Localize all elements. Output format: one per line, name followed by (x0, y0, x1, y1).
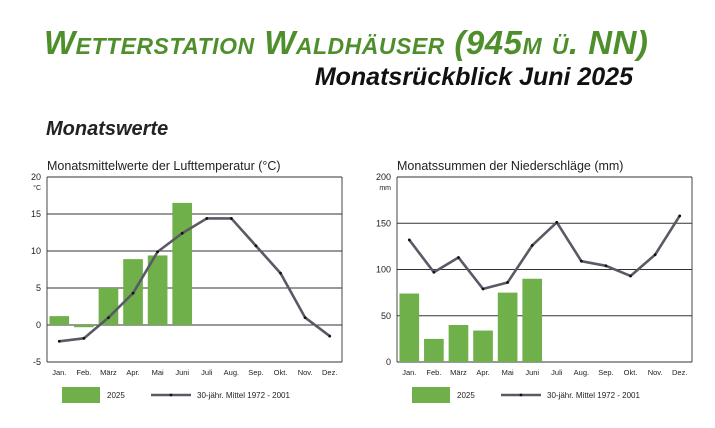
mean-point-März (457, 256, 460, 259)
mean-point-Jan. (407, 238, 411, 242)
bar-Jan. (399, 293, 420, 362)
mean-point-Apr. (481, 287, 485, 291)
mean-point-Juni (180, 231, 184, 235)
y-unit-label: °C (33, 184, 41, 192)
mean-point-Sep. (604, 264, 608, 268)
x-tick-label: Nov. (298, 368, 313, 377)
legend-label-line: 30-jähr. Mittel 1972 - 2001 (547, 391, 640, 400)
mean-point-Okt. (629, 274, 632, 278)
mean-point-Dez. (328, 334, 332, 338)
x-tick-label: März (100, 368, 117, 377)
mean-point-Jan. (57, 339, 61, 343)
section-heading: Monatswerte (46, 118, 169, 140)
legend-label-line: 30-jähr. Mittel 1972 - 2001 (197, 391, 290, 400)
x-tick-label: Juni (175, 368, 189, 377)
y-tick-label: 50 (381, 311, 391, 321)
mean-line (408, 215, 681, 291)
bar-März (448, 325, 469, 362)
mean-point-Sep. (254, 244, 258, 248)
y-tick-label: -5 (33, 357, 41, 367)
legend-label-bar: 2025 (107, 391, 125, 400)
y-tick-label: 15 (31, 209, 41, 219)
legend-swatch-marker (519, 393, 523, 397)
mean-point-Apr. (131, 291, 135, 295)
bar-Feb. (424, 338, 444, 362)
chart-title: Monatssummen der Niederschläge (mm) (397, 159, 623, 173)
mean-line (59, 217, 331, 343)
legend-swatch-bar (62, 387, 100, 403)
page-subtitle: Monatsrückblick Juni 2025 (314, 63, 633, 91)
mean-point-Juni (530, 244, 534, 247)
mean-point-Nov. (653, 253, 657, 257)
page-title: Wetterstation Waldhäuser (945m ü. NN) (44, 24, 649, 61)
x-tick-label: Jan. (52, 368, 66, 377)
x-tick-label: Okt. (274, 368, 288, 377)
x-tick-label: Feb. (426, 368, 441, 377)
y-tick-label: 0 (386, 357, 391, 367)
x-tick-label: Sep. (248, 368, 263, 377)
y-tick-label: 100 (376, 265, 391, 275)
mean-point-Mai (156, 250, 160, 254)
x-tick-label: Okt. (624, 368, 638, 377)
x-tick-label: Juli (551, 368, 563, 377)
legend-label-bar: 2025 (457, 391, 475, 400)
x-tick-label: Apr. (126, 368, 139, 377)
mean-point-Dez. (678, 214, 682, 218)
legend-swatch-marker (169, 393, 173, 397)
x-tick-label: Juni (525, 368, 539, 377)
y-tick-label: 200 (376, 172, 391, 182)
x-tick-label: Apr. (476, 368, 489, 377)
x-tick-label: Mai (152, 368, 164, 377)
x-tick-label: Sep. (598, 368, 613, 377)
x-tick-label: Jan. (402, 368, 416, 377)
legend-swatch-bar (412, 387, 450, 403)
mean-point-Feb. (82, 336, 86, 340)
bar-März (98, 288, 119, 325)
mean-point-Juli (205, 217, 209, 220)
bar-Feb. (74, 325, 94, 328)
x-tick-label: Nov. (648, 368, 663, 377)
x-tick-label: Juli (201, 368, 213, 377)
bar-Apr. (473, 330, 493, 362)
x-tick-label: Aug. (224, 368, 239, 377)
mean-point-Nov. (303, 316, 307, 319)
mean-point-Juli (555, 220, 559, 224)
y-tick-label: 0 (36, 320, 41, 330)
bar-Jan. (49, 316, 70, 325)
bar-Juni (522, 278, 543, 362)
mean-point-Okt. (279, 271, 282, 275)
y-tick-label: 20 (31, 172, 41, 182)
y-tick-label: 150 (376, 218, 391, 228)
x-tick-label: Dez. (322, 368, 337, 377)
x-tick-label: März (450, 368, 467, 377)
bar-Mai (497, 292, 518, 362)
mean-point-Mai (506, 281, 510, 284)
x-tick-label: Dez. (672, 368, 687, 377)
mean-point-Aug. (579, 259, 583, 263)
y-tick-label: 10 (31, 246, 41, 256)
mean-point-Aug. (229, 217, 233, 220)
chart-title: Monatsmittelwerte der Lufttemperatur (°C… (47, 159, 281, 173)
y-tick-label: 5 (36, 283, 41, 293)
x-tick-label: Feb. (76, 368, 91, 377)
x-tick-label: Mai (502, 368, 514, 377)
x-tick-label: Aug. (574, 368, 589, 377)
mean-point-März (107, 316, 110, 319)
bar-Mai (147, 255, 168, 325)
bar-Juni (172, 202, 193, 325)
y-unit-label: mm (379, 185, 391, 192)
mean-point-Feb. (432, 270, 436, 274)
